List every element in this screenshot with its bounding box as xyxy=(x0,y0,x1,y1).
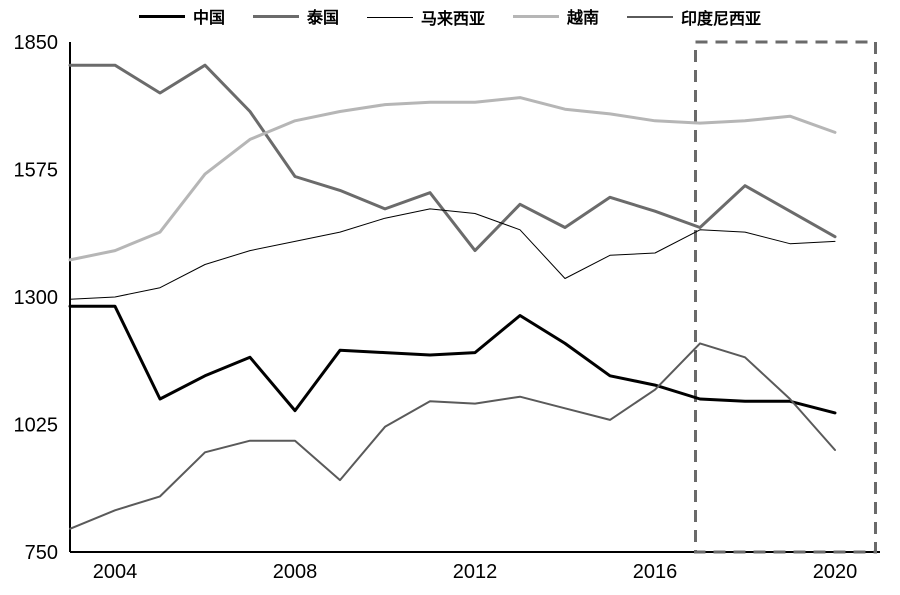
legend-swatch xyxy=(139,15,185,18)
legend-label: 中国 xyxy=(193,4,225,28)
series-line xyxy=(70,65,835,250)
y-tick-label: 1850 xyxy=(14,32,59,54)
legend-swatch xyxy=(367,17,413,18)
series-line xyxy=(70,306,835,413)
legend-label: 马来西亚 xyxy=(421,5,485,29)
y-tick-label: 1300 xyxy=(14,287,59,309)
highlight-box xyxy=(696,42,876,552)
x-tick-label: 2004 xyxy=(93,561,138,583)
y-tick-label: 1575 xyxy=(14,160,59,182)
chart-container: 中国 泰国 马来西亚 越南 印度尼西亚 750 1025 1300 1575 1850 2004 2… xyxy=(0,0,900,595)
series-line xyxy=(70,98,835,260)
legend-item: 中国 xyxy=(139,4,225,28)
legend-label: 越南 xyxy=(567,4,599,28)
legend: 中国 泰国 马来西亚 越南 印度尼西亚 xyxy=(0,4,900,29)
legend-swatch xyxy=(627,16,673,18)
legend-swatch xyxy=(513,15,559,18)
x-tick-label: 2020 xyxy=(813,561,858,583)
legend-item: 马来西亚 xyxy=(367,5,485,29)
legend-swatch xyxy=(253,15,299,18)
series-line xyxy=(70,343,835,528)
legend-item: 泰国 xyxy=(253,4,339,28)
x-tick-label: 2012 xyxy=(453,561,498,583)
line-chart: 750 1025 1300 1575 1850 2004 2008 2012 2016 2020 xyxy=(0,0,900,595)
y-tick-label: 750 xyxy=(25,542,58,564)
legend-item: 印度尼西亚 xyxy=(627,5,761,29)
x-tick-label: 2016 xyxy=(633,561,678,583)
legend-label: 印度尼西亚 xyxy=(681,5,761,29)
legend-item: 越南 xyxy=(513,4,599,28)
legend-label: 泰国 xyxy=(307,4,339,28)
y-tick-label: 1025 xyxy=(14,415,59,437)
x-tick-label: 2008 xyxy=(273,561,318,583)
